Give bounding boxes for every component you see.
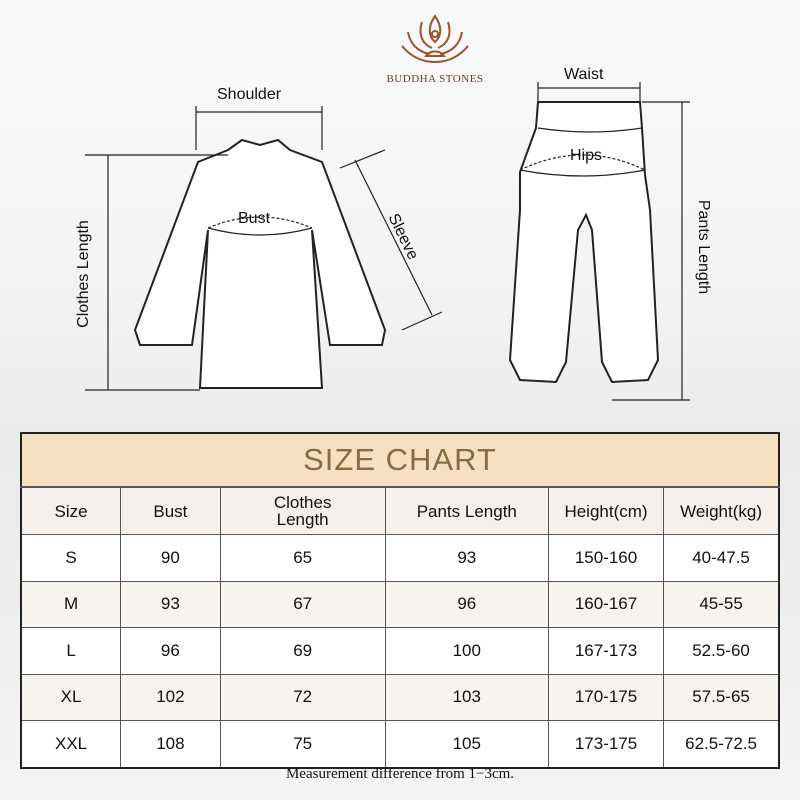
header-height: Height(cm) bbox=[547, 486, 665, 535]
garment-diagram bbox=[85, 82, 690, 401]
cell-weight: 62.5-72.5 bbox=[663, 720, 780, 768]
cell-weight: 52.5-60 bbox=[663, 627, 780, 675]
cell-size: XXL bbox=[20, 720, 122, 768]
cell-pants-length: 96 bbox=[384, 580, 549, 628]
pants-length-label: Pants Length bbox=[695, 199, 713, 295]
size-chart-table: SIZE CHART Size Bust Clothes Length Pant… bbox=[20, 432, 780, 769]
header-weight: Weight(kg) bbox=[663, 486, 780, 535]
cell-pants-length: 103 bbox=[384, 673, 549, 721]
cell-pants-length: 93 bbox=[384, 534, 549, 582]
cell-size: L bbox=[20, 627, 122, 675]
cell-bust: 90 bbox=[120, 534, 221, 582]
cell-clothes-length: 69 bbox=[219, 627, 386, 675]
header-size: Size bbox=[20, 486, 122, 535]
cell-size: M bbox=[20, 580, 122, 628]
cell-height: 173-175 bbox=[547, 720, 665, 768]
lotus-icon bbox=[401, 14, 469, 64]
header-pants-length: Pants Length bbox=[384, 486, 549, 535]
cell-weight: 40-47.5 bbox=[663, 534, 780, 582]
table-row: XL 102 72 103 170-175 57.5-65 bbox=[20, 673, 780, 721]
brand-name: BUDDHA STONES bbox=[386, 73, 484, 85]
header-bust: Bust bbox=[120, 486, 221, 535]
cell-bust: 102 bbox=[120, 673, 221, 721]
cell-size: S bbox=[20, 534, 122, 582]
cell-clothes-length: 72 bbox=[219, 673, 386, 721]
cell-pants-length: 105 bbox=[384, 720, 549, 768]
table-row: M 93 67 96 160-167 45-55 bbox=[20, 580, 780, 628]
cell-clothes-length: 65 bbox=[219, 534, 386, 582]
clothes-length-label: Clothes Length bbox=[74, 220, 92, 328]
bust-label: Bust bbox=[238, 210, 271, 227]
header-row: Size Bust Clothes Length Pants Length He… bbox=[20, 486, 780, 535]
cell-size: XL bbox=[20, 673, 122, 721]
cell-clothes-length: 75 bbox=[219, 720, 386, 768]
hips-label: Hips bbox=[570, 147, 603, 164]
brand-logo: BUDDHA STONES bbox=[370, 12, 500, 85]
cell-height: 150-160 bbox=[547, 534, 665, 582]
cell-height: 160-167 bbox=[547, 580, 665, 628]
cell-bust: 96 bbox=[120, 627, 221, 675]
table-row: S 90 65 93 150-160 40-47.5 bbox=[20, 534, 780, 582]
cell-weight: 57.5-65 bbox=[663, 673, 780, 721]
waist-label: Waist bbox=[564, 66, 604, 83]
cell-weight: 45-55 bbox=[663, 580, 780, 628]
shoulder-label: Shoulder bbox=[217, 86, 282, 103]
cell-height: 170-175 bbox=[547, 673, 665, 721]
cell-clothes-length: 67 bbox=[219, 580, 386, 628]
header-clothes-length: Clothes Length bbox=[219, 486, 386, 535]
table-row: L 96 69 100 167-173 52.5-60 bbox=[20, 627, 780, 675]
cell-pants-length: 100 bbox=[384, 627, 549, 675]
size-chart-title: SIZE CHART bbox=[21, 433, 779, 488]
cell-height: 167-173 bbox=[547, 627, 665, 675]
top-outline bbox=[133, 138, 387, 389]
cell-bust: 93 bbox=[120, 580, 221, 628]
measurement-note: Measurement difference from 1−3cm. bbox=[285, 766, 515, 782]
cell-bust: 108 bbox=[120, 720, 221, 768]
table-row: XXL 108 75 105 173-175 62.5-72.5 bbox=[20, 720, 780, 768]
pants-outline bbox=[508, 101, 660, 384]
